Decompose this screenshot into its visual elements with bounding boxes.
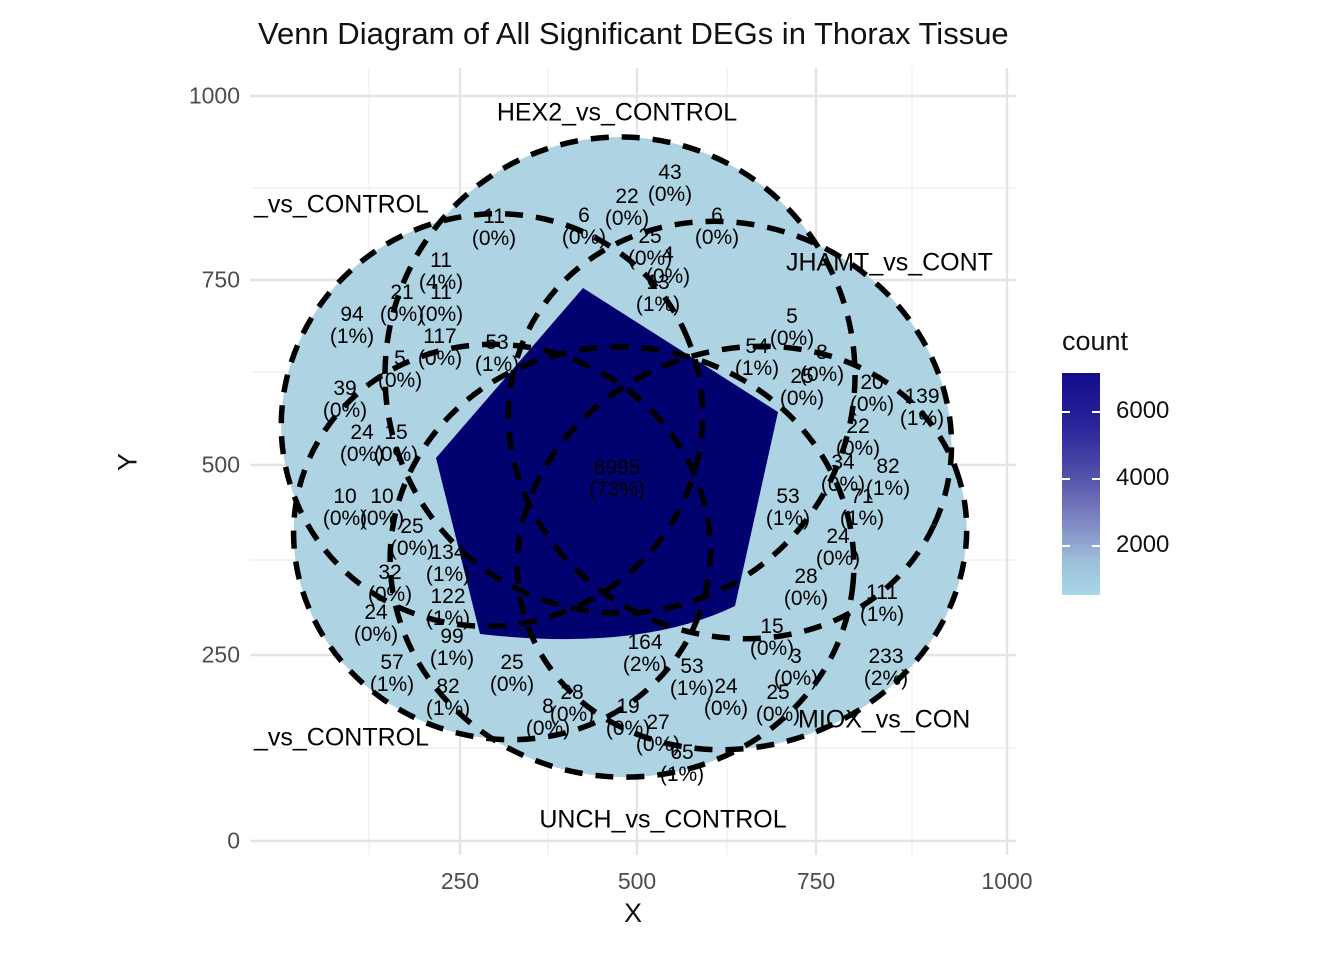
x-axis-title: X [623, 898, 643, 928]
region-label: 134 (1%) [425, 541, 471, 586]
region-label: 15 (0%) [749, 615, 795, 660]
region-label: 39 (0%) [322, 377, 368, 422]
region-label: 25 (0%) [627, 225, 673, 270]
y-tick-label: 0 [227, 827, 240, 854]
venn-set-outline [505, 218, 955, 642]
legend-tick-mark [1062, 478, 1070, 480]
plot-panel-labels: 6995 (73%) 43 (0%) 22 (0%) 6 (0%) 6 (0%) 25 (0%) 4 (0… [250, 68, 1016, 855]
legend-tick-mark [1062, 545, 1070, 547]
venn-center-intersection [436, 288, 778, 640]
venn-set-outline [514, 343, 970, 753]
region-label: 22 (0%) [835, 415, 881, 460]
region-label: 164 (2%) [622, 631, 668, 676]
region-label: 25 (0%) [389, 515, 435, 560]
legend-tick-label: 6000 [1116, 397, 1170, 424]
legend-tick-mark [1092, 411, 1100, 413]
venn-set-outline [278, 210, 706, 630]
region-label: 25 (0%) [489, 651, 535, 696]
region-label: 13 (1%) [635, 271, 681, 316]
region-label: 28 (0%) [549, 681, 595, 726]
region-label: 5 (0%) [769, 305, 815, 350]
region-label: 8 (0%) [525, 695, 571, 740]
region-label: 6 (0%) [694, 204, 740, 249]
x-tick-label: 250 [440, 868, 480, 894]
legend: count 6000 4000 2000 [1062, 326, 1169, 595]
region-label: 53 (1%) [669, 655, 715, 700]
region-label: 43 (0%) [647, 161, 693, 206]
region-label: 20 (0%) [849, 371, 895, 416]
set-label: MIOX_vs_CON [798, 705, 971, 734]
set-label: HEX2_vs_CONTROL [496, 98, 738, 127]
region-label: 6 (0%) [561, 204, 607, 249]
set-label: UNCH_vs_CONTROL [539, 805, 787, 834]
region-label: 25 (0%) [779, 365, 825, 410]
region-label: 11 (0%) [418, 281, 464, 326]
region-label: 11 (0%) [471, 205, 517, 250]
legend-tick-mark [1062, 411, 1070, 413]
region-label: 4 (0%) [645, 243, 691, 288]
region-label: 94 (1%) [329, 303, 375, 348]
x-tick-label: 1000 [981, 868, 1033, 894]
region-label: 32 (0%) [367, 561, 413, 606]
legend-tick-label: 2000 [1116, 531, 1170, 558]
legend-title: count [1062, 326, 1129, 356]
legend-tick-label: 4000 [1116, 464, 1170, 491]
legend-gradient-bar [1062, 373, 1100, 595]
region-label: 15 (0%) [373, 421, 419, 466]
region-label: 19 (0%) [605, 695, 651, 740]
legend-tick-mark [1092, 545, 1100, 547]
region-label: 111 (1%) [859, 581, 905, 626]
region-label: 65 (1%) [659, 741, 705, 786]
x-tick-label: 500 [617, 868, 657, 894]
set-label: _vs_CONTROL [254, 723, 430, 752]
region-label: 5 (0%) [377, 347, 423, 392]
venn-set-outline [290, 341, 714, 743]
set-label: _vs_CONTROL [254, 190, 430, 219]
region-label: 53 (1%) [765, 485, 811, 530]
region-label: 54 (1%) [734, 335, 780, 380]
region-label: 53 (1%) [474, 331, 520, 376]
legend-tick-mark [1092, 478, 1100, 480]
region-label: 25 (0%) [755, 681, 801, 726]
venn-set-outline [387, 344, 857, 780]
region-label: 24 (0%) [339, 421, 385, 466]
venn-set-outlines [278, 134, 970, 780]
region-label: 22 (0%) [604, 185, 650, 230]
region-label: 3 (0%) [773, 645, 819, 690]
region-label: 11 (4%) [418, 249, 464, 294]
region-label: 71 (1%) [839, 485, 885, 530]
region-label: 24 (0%) [353, 601, 399, 646]
set-label: JHAMT_vs_CONT [786, 248, 993, 277]
y-tick-label: 1000 [188, 82, 240, 109]
region-label: 117 (0%) [417, 325, 463, 370]
region-label: 27 (0%) [635, 711, 681, 756]
venn-set-outline [382, 134, 858, 616]
region-label: 82 (1%) [865, 455, 911, 500]
y-tick-label: 500 [201, 451, 240, 478]
region-label: 21 (0%) [379, 281, 425, 326]
region-label: 10 (0%) [322, 485, 368, 530]
region-label: 82 (1%) [425, 675, 471, 720]
region-label: 99 (1%) [429, 625, 475, 670]
chart-title: Venn Diagram of All Significant DEGs in … [258, 16, 1009, 51]
y-tick-label: 250 [201, 641, 240, 668]
region-label: 28 (0%) [783, 565, 829, 610]
y-axis-title: Y [112, 452, 143, 472]
y-tick-label: 750 [201, 266, 240, 293]
region-label: 10 (0%) [359, 485, 405, 530]
region-label: 57 (1%) [369, 651, 415, 696]
region-label: 139 (1%) [899, 385, 945, 430]
region-label: 24 (0%) [815, 525, 861, 570]
center-region-label: 6995 (73%) [588, 456, 646, 501]
region-label: 233 (2%) [863, 645, 909, 690]
x-tick-label: 750 [796, 868, 836, 894]
region-label: 122 (1%) [425, 585, 471, 630]
region-label: 24 (0%) [703, 675, 749, 720]
region-label: 8 (0%) [799, 341, 845, 386]
legend-gradient-body: 6000 4000 2000 [1062, 373, 1169, 595]
region-label: 34 (0%) [820, 451, 866, 496]
